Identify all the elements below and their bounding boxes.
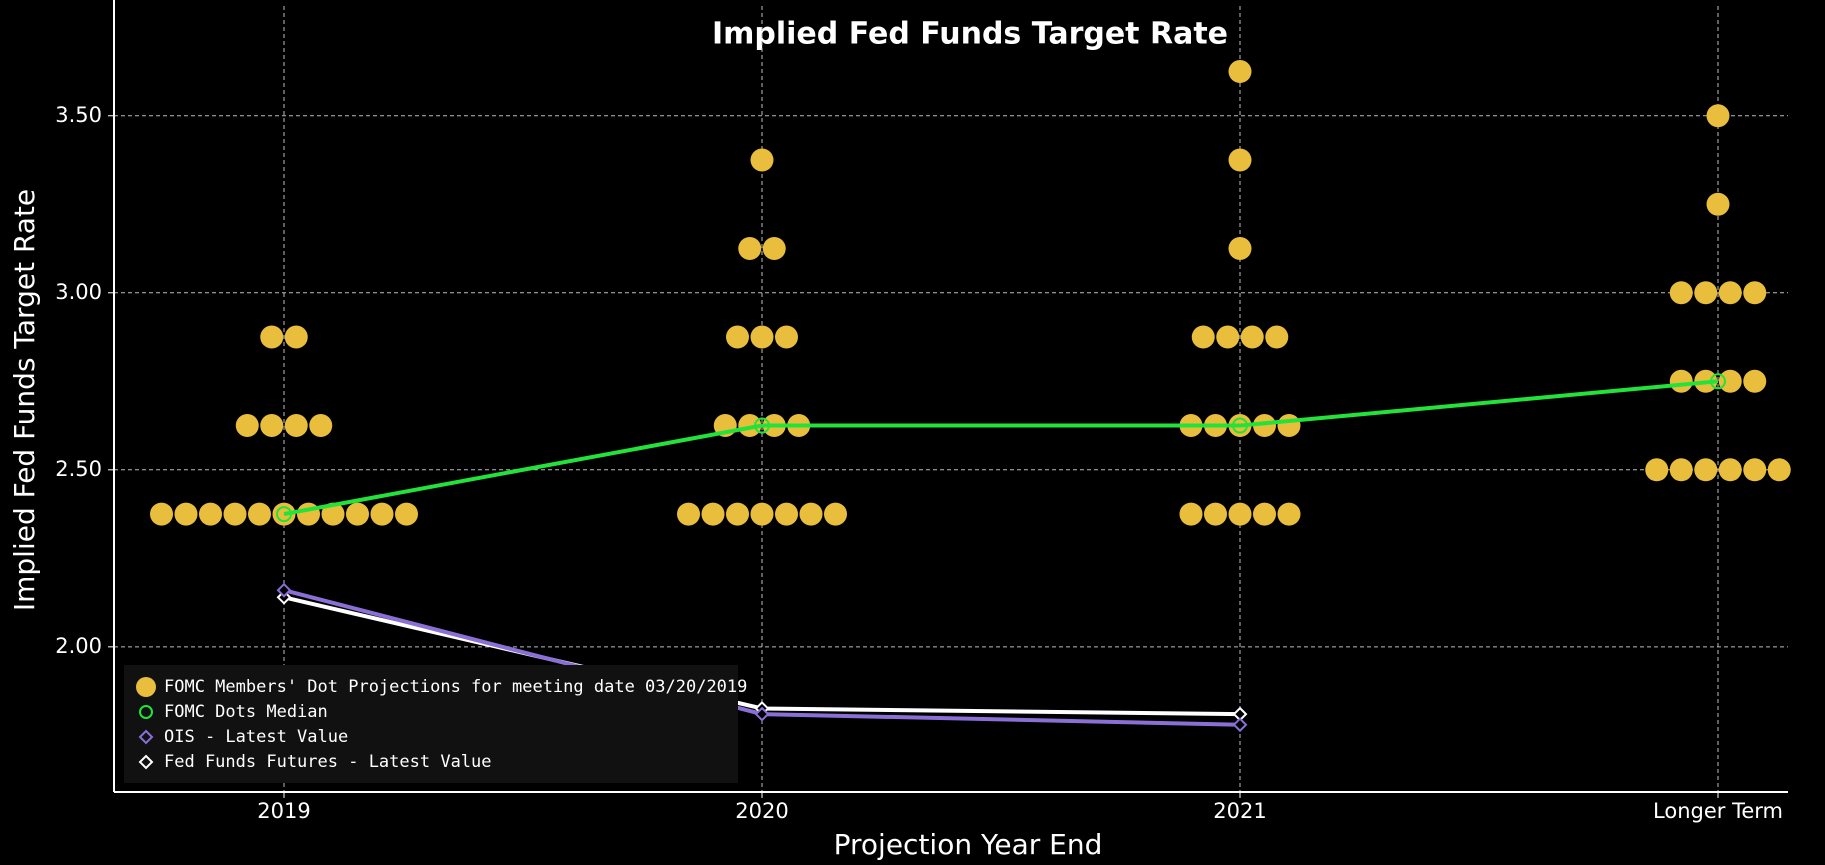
y-tick-label: 3.50 — [55, 103, 102, 127]
x-axis-label: Projection Year End — [834, 828, 1103, 861]
dot — [1228, 237, 1252, 261]
dot — [1694, 281, 1718, 305]
dot — [1216, 325, 1240, 349]
legend-marker — [136, 677, 156, 697]
dot — [775, 325, 798, 349]
dot — [1743, 369, 1767, 393]
dot — [1706, 104, 1730, 128]
legend-marker — [138, 729, 154, 745]
dot — [750, 502, 774, 526]
dot — [726, 502, 749, 526]
dot — [370, 502, 394, 526]
marker — [1710, 373, 1726, 390]
dot — [395, 502, 418, 526]
dot — [738, 237, 762, 261]
dot — [701, 502, 725, 526]
dot — [199, 502, 222, 526]
dot — [235, 414, 259, 438]
dot — [1669, 369, 1693, 393]
y-tick-label: 2.00 — [55, 634, 102, 658]
dot — [284, 414, 308, 438]
dot — [321, 502, 345, 526]
legend-marker — [138, 754, 154, 770]
dot — [260, 325, 284, 349]
dot — [1179, 502, 1203, 526]
chart-title: Implied Fed Funds Target Rate — [712, 17, 1228, 52]
dot — [223, 502, 247, 526]
x-tick-label: 2019 — [257, 799, 310, 823]
dot — [1277, 502, 1301, 526]
legend-label: FOMC Dots Median — [164, 702, 328, 722]
legend: FOMC Members' Dot Projections for meetin… — [124, 665, 747, 783]
dot — [1743, 458, 1767, 482]
dot — [1645, 458, 1669, 482]
marker — [276, 506, 292, 523]
dot — [1228, 60, 1252, 83]
marker — [1232, 717, 1248, 733]
x-tick-label: 2021 — [1213, 799, 1266, 823]
dot — [750, 325, 774, 349]
dot — [1743, 281, 1767, 305]
dot — [677, 502, 700, 526]
dot — [1253, 502, 1276, 526]
x-tick-label: 2020 — [735, 799, 788, 823]
dot — [775, 502, 798, 526]
x-tick-label: Longer Term — [1653, 799, 1783, 823]
dot — [1191, 325, 1215, 349]
dot — [346, 502, 369, 526]
dot — [1253, 414, 1276, 438]
y-tick-label: 2.50 — [55, 457, 102, 481]
legend-marker — [139, 705, 153, 719]
dot — [726, 325, 749, 349]
legend-box — [124, 665, 738, 783]
dot — [1694, 458, 1718, 482]
dot — [1706, 192, 1730, 216]
dot — [1265, 325, 1289, 349]
dot — [1718, 458, 1742, 482]
dot — [1718, 281, 1742, 305]
y-axis-label: Implied Fed Funds Target Rate — [8, 189, 41, 611]
legend-label: OIS - Latest Value — [164, 727, 348, 747]
dot — [1204, 502, 1227, 526]
dot — [1228, 502, 1252, 526]
dot — [1767, 458, 1791, 482]
dot — [150, 502, 173, 526]
dot — [824, 502, 847, 526]
dot — [750, 148, 774, 172]
marker — [276, 582, 292, 598]
dot — [1669, 281, 1693, 305]
dot — [309, 414, 333, 438]
legend-label: FOMC Members' Dot Projections for meetin… — [164, 677, 747, 697]
dot — [1228, 148, 1252, 172]
dot — [284, 325, 308, 349]
dot — [174, 502, 198, 526]
legend-label: Fed Funds Futures - Latest Value — [164, 752, 492, 772]
dot — [1277, 414, 1301, 438]
marker — [1232, 417, 1248, 434]
y-tick-label: 3.00 — [55, 280, 102, 304]
marker — [754, 417, 770, 434]
dot — [1240, 325, 1264, 349]
dot — [1718, 369, 1742, 393]
marker — [754, 706, 770, 722]
dot — [762, 237, 786, 261]
dot — [1669, 458, 1693, 482]
line — [283, 379, 1719, 517]
dot — [248, 502, 271, 526]
dot — [799, 502, 823, 526]
dot — [738, 414, 762, 438]
dot — [260, 414, 284, 438]
